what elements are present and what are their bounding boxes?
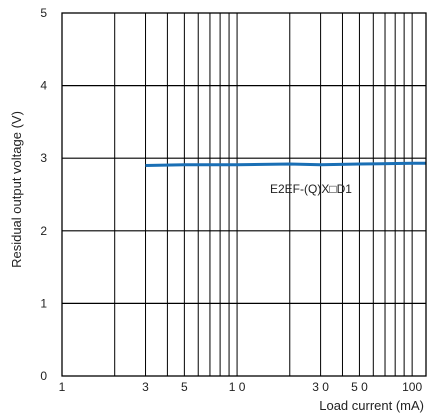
x-tick-label: 100 xyxy=(402,380,422,394)
plot-frame xyxy=(61,12,427,377)
x-tick-labels: 1 3 5 1 0 3 0 5 0 100 xyxy=(59,380,423,394)
y-tick-label: 0 xyxy=(40,369,47,383)
x-tick-label: 5 0 xyxy=(351,380,368,394)
y-tick-labels: 0 1 2 3 4 5 xyxy=(40,6,47,383)
grid xyxy=(62,13,426,376)
series-label: E2EF-(Q)X□D1 xyxy=(270,182,352,196)
y-tick-label: 4 xyxy=(40,79,47,93)
x-tick-label: 3 xyxy=(142,380,149,394)
y-tick-label: 5 xyxy=(40,6,47,20)
x-tick-label: 3 0 xyxy=(312,380,329,394)
y-axis-label: Residual output voltage (V) xyxy=(9,111,24,268)
series-layer xyxy=(145,161,426,167)
x-tick-label: 5 xyxy=(181,380,188,394)
y-tick-label: 1 xyxy=(40,296,47,310)
x-axis-label: Load current (mA) xyxy=(319,398,424,413)
x-tick-label: 1 xyxy=(59,380,66,394)
series-line xyxy=(145,161,426,167)
y-tick-label: 3 xyxy=(40,151,47,165)
x-tick-label: 1 0 xyxy=(229,380,246,394)
y-tick-label: 2 xyxy=(40,224,47,238)
